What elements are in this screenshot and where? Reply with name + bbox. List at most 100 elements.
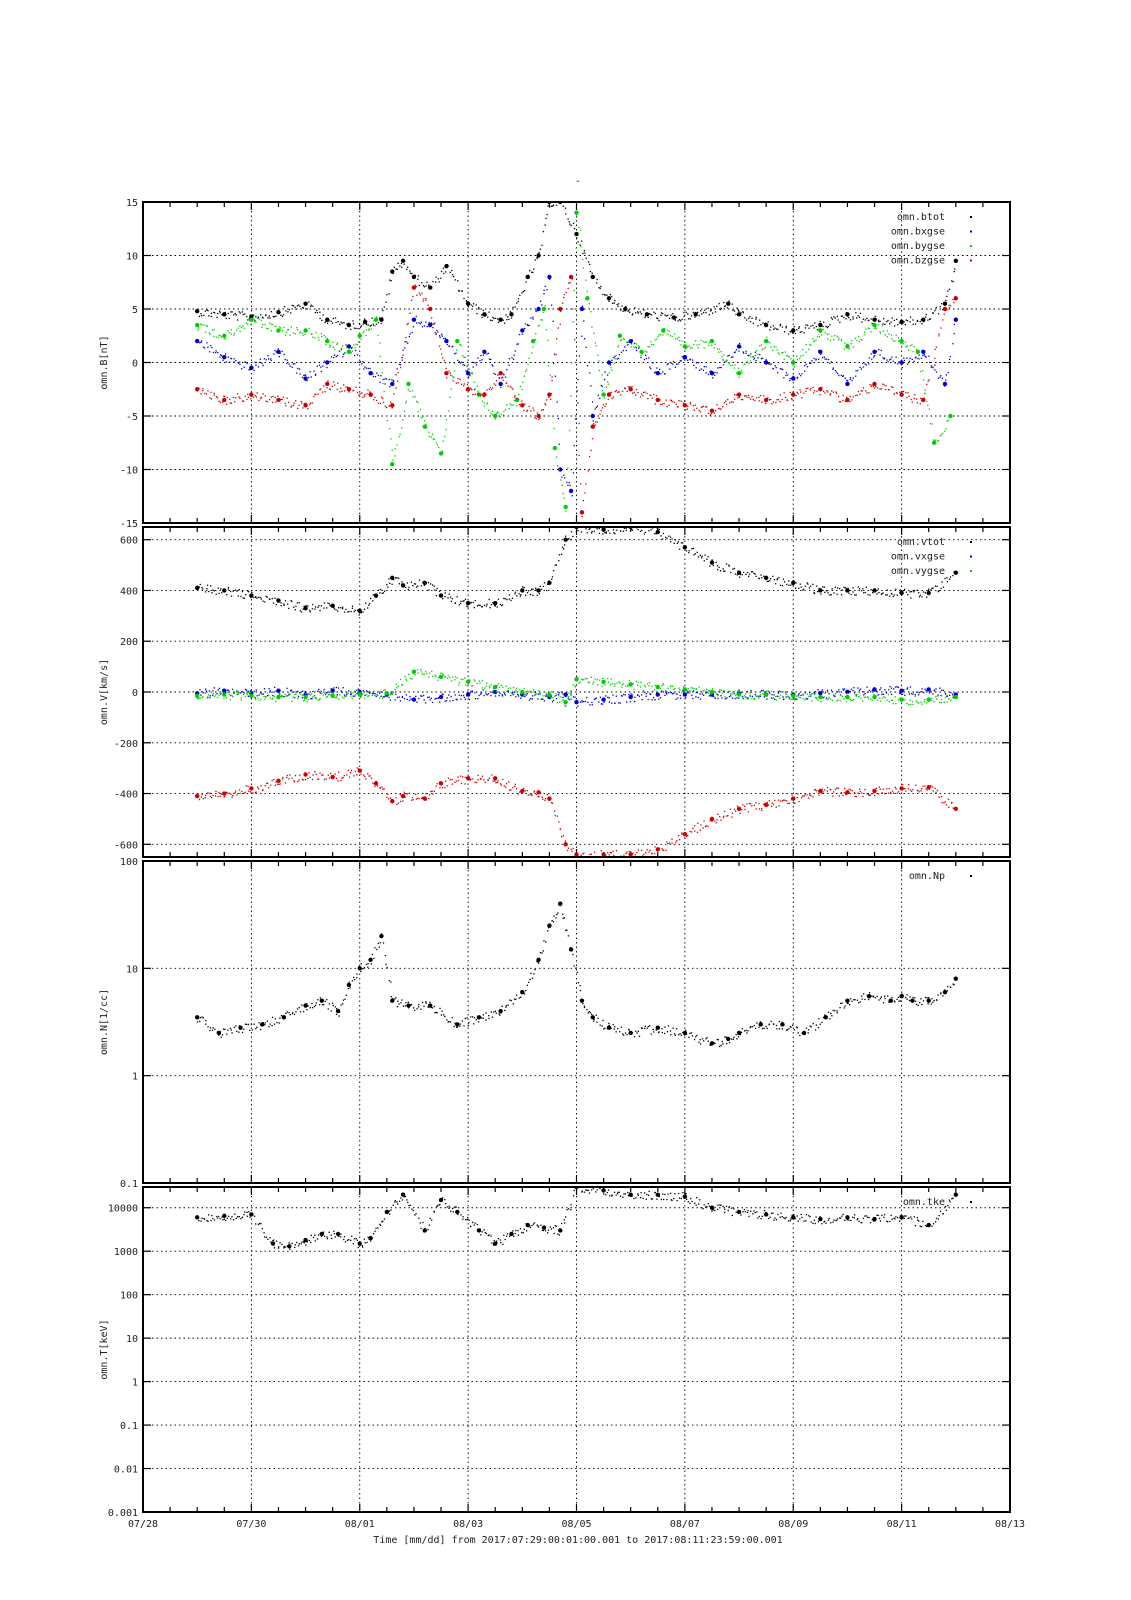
data-dot xyxy=(809,344,812,346)
data-dot xyxy=(822,697,824,699)
data-dot xyxy=(836,691,838,693)
data-dot xyxy=(312,696,314,698)
data-dot xyxy=(909,686,912,688)
data-dot xyxy=(399,700,402,702)
data-dot xyxy=(587,261,590,263)
data-dot xyxy=(301,694,304,696)
data-dot xyxy=(233,692,235,694)
data-point xyxy=(400,258,406,264)
data-dot xyxy=(893,594,896,596)
data-dot xyxy=(849,789,852,791)
data-dot xyxy=(651,344,653,346)
data-dot xyxy=(328,603,331,605)
data-point xyxy=(899,786,904,791)
data-point xyxy=(357,692,362,697)
data-dot xyxy=(883,318,885,320)
data-dot xyxy=(946,580,949,583)
data-dot xyxy=(521,333,524,335)
data-dot xyxy=(902,784,904,786)
data-dot xyxy=(553,353,556,355)
data-dot xyxy=(597,354,599,356)
data-dot xyxy=(253,314,255,316)
data-dot xyxy=(375,780,377,783)
data-dot xyxy=(578,422,580,425)
data-dot xyxy=(298,696,300,699)
data-dot xyxy=(881,693,883,696)
data-dot xyxy=(700,368,702,370)
data-point xyxy=(303,1003,308,1008)
data-dot xyxy=(689,347,692,349)
data-dot xyxy=(677,541,679,543)
data-dot xyxy=(336,343,338,346)
data-dot xyxy=(453,362,456,364)
data-dot xyxy=(772,328,775,330)
data-dot xyxy=(196,390,198,392)
data-dot xyxy=(237,595,239,597)
data-dot xyxy=(702,827,704,829)
data-dot xyxy=(314,697,317,699)
data-point xyxy=(818,349,823,354)
data-point xyxy=(736,806,742,811)
data-dot xyxy=(317,699,319,701)
data-dot xyxy=(542,695,544,697)
data-dot xyxy=(691,694,693,696)
data-dot xyxy=(798,696,800,699)
data-dot xyxy=(315,698,318,700)
data-dot xyxy=(467,306,470,308)
data-dot xyxy=(329,693,331,696)
data-dot xyxy=(206,588,208,590)
data-dot xyxy=(662,683,664,685)
data-dot xyxy=(512,306,514,309)
data-dot xyxy=(790,397,793,400)
data-dot xyxy=(903,689,905,691)
data-dot xyxy=(924,699,926,701)
data-dot xyxy=(752,398,754,401)
data-dot xyxy=(752,355,754,358)
data-dot xyxy=(321,335,323,338)
data-dot xyxy=(390,438,392,440)
data-dot xyxy=(258,694,260,696)
data-dot xyxy=(437,331,439,333)
data-dot xyxy=(541,697,543,700)
data-dot xyxy=(596,528,598,530)
data-dot xyxy=(609,293,611,296)
data-dot xyxy=(817,689,819,691)
data-dot xyxy=(855,375,857,377)
data-dot xyxy=(294,333,297,335)
data-dot xyxy=(577,529,579,532)
data-dot xyxy=(839,694,841,696)
data-dot xyxy=(791,794,793,796)
data-dot xyxy=(583,320,585,322)
data-dot xyxy=(337,607,340,609)
data-dot xyxy=(832,367,835,369)
data-dot xyxy=(755,575,757,578)
data-dot xyxy=(575,216,578,218)
data-dot xyxy=(458,694,460,696)
data-dot xyxy=(772,697,775,699)
data-dot xyxy=(351,697,353,699)
data-dot xyxy=(229,1027,232,1030)
data-dot xyxy=(315,393,317,396)
data-dot xyxy=(352,389,355,391)
data-dot xyxy=(379,787,382,789)
data-dot xyxy=(661,690,663,692)
data-dot xyxy=(639,530,642,533)
data-dot xyxy=(600,850,602,852)
data-dot xyxy=(868,392,870,394)
data-dot xyxy=(864,591,866,594)
data-dot xyxy=(760,690,763,692)
data-dot xyxy=(431,701,434,704)
data-dot xyxy=(414,396,416,398)
data-dot xyxy=(601,677,604,680)
data-dot xyxy=(934,357,936,360)
data-dot xyxy=(810,695,812,697)
data-dot xyxy=(460,361,463,363)
data-dot xyxy=(687,345,689,348)
data-dot xyxy=(220,336,223,338)
data-dot xyxy=(685,547,687,549)
data-dot xyxy=(588,528,590,530)
data-dot xyxy=(406,268,408,271)
data-dot xyxy=(748,396,750,399)
data-dot xyxy=(591,701,593,703)
data-dot xyxy=(862,366,864,368)
